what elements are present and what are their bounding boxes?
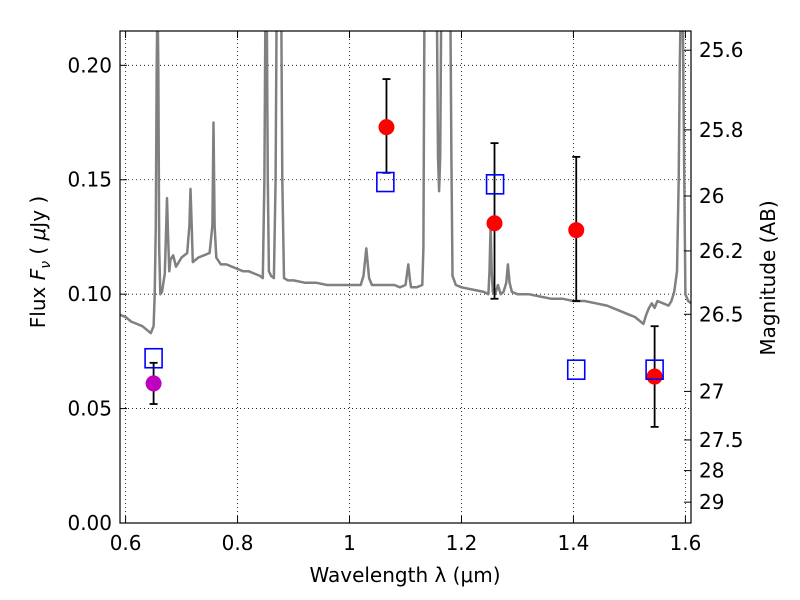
y2-tick-label: 29 (699, 490, 724, 514)
model-photometry-square (566, 359, 586, 380)
y2-tick-label: 26 (699, 184, 724, 208)
y2-tick-label: 27.5 (699, 428, 744, 452)
y-label-paren: ( (26, 240, 50, 261)
x-axis: 0.6 0.8 1 1.2 1.4 1.6 (110, 31, 701, 555)
y-tick-label: 0.00 (67, 511, 112, 535)
y2-tick-label: 27 (699, 379, 724, 403)
x-tick-label: 1.2 (446, 531, 478, 555)
x-tick-label: 1 (343, 531, 356, 555)
observed-point (646, 368, 663, 385)
y2-tick-label: 25.6 (699, 38, 744, 62)
x-tick-label: 0.6 (110, 531, 142, 555)
model-photometry-square (144, 347, 163, 369)
y-tick-label: 0.15 (67, 168, 112, 192)
observed-point (145, 375, 162, 392)
y-label-mu: μ (26, 228, 50, 242)
y-label-F: F (26, 268, 50, 280)
model-spectrum (120, 31, 691, 335)
y-label-nu: ν (38, 261, 54, 269)
observed-point (378, 119, 395, 136)
y-tick-label: 0.20 (67, 53, 112, 77)
y2-tick-label: 28 (699, 459, 724, 483)
y-axis-label: Flux Fν ( μJy ) (26, 196, 54, 328)
plot-frame (119, 30, 692, 524)
y-tick-label: 0.05 (67, 397, 112, 421)
model-photometry-square (645, 359, 664, 380)
observed-point (486, 215, 503, 232)
x-tick-label: 1.6 (669, 531, 701, 555)
y-label-flux: Flux (26, 280, 50, 328)
x-tick-label: 1.4 (558, 531, 590, 555)
y-label-unit: Jy ) (26, 196, 50, 230)
y2-tick-label: 26.2 (699, 239, 744, 263)
x-tick-label: 0.8 (222, 531, 254, 555)
y-tick-label: 0.10 (67, 282, 112, 306)
model-spectrum-line (120, 31, 691, 335)
y2-axis: 25.6 25.8 26 26.2 26.5 27 27.5 28 29 (684, 38, 744, 514)
y2-axis-label: Magnitude (AB) (756, 200, 780, 355)
y2-tick-label: 26.5 (699, 302, 744, 326)
observed-point (568, 222, 585, 239)
y2-tick-label: 25.8 (699, 118, 744, 142)
data-points (144, 78, 664, 428)
model-photometry-square (485, 174, 505, 195)
x-axis-label: Wavelength λ (μm) (309, 563, 500, 587)
y-axis: 0.00 0.05 0.10 0.15 0.20 (67, 53, 127, 535)
model-photometry-square (376, 171, 395, 193)
